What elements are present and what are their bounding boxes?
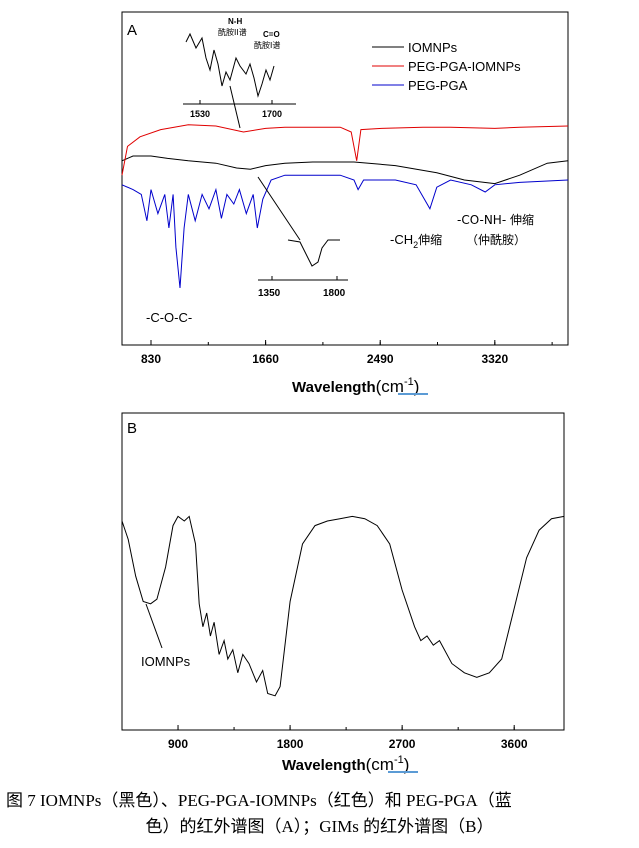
annotation-ch2: -CH [390, 232, 413, 247]
panel-b-label: B [127, 420, 137, 437]
inset-top-tick-label-2: 1700 [262, 109, 282, 119]
figure-caption: 图 7 IOMNPs（黑色）、PEG-PGA-IOMNPs（红色）和 PEG-P… [0, 788, 639, 840]
panel-b-unit: cm [371, 755, 394, 774]
panel-a-series-iomnps [121, 155, 569, 185]
panel-b-xlabel: Wavelength(cm-1) [282, 754, 409, 774]
panel-a-paren-close: ) [414, 377, 420, 396]
panel-b-xlabel-text: Wavelength [282, 757, 366, 774]
panel-b-paren-open: ( [366, 755, 372, 774]
panel-b-unit-exp: -1 [394, 754, 404, 766]
annotation-conh: -CO-NH- 伸缩 [457, 212, 534, 227]
panel-a-plot [121, 124, 569, 289]
panel-a-frame [121, 11, 569, 346]
panel-a-xlabel: Wavelength(cm-1) [292, 376, 419, 396]
inset-bottom-pointer [257, 176, 301, 241]
caption-line-1: 图 7 IOMNPs（黑色）、PEG-PGA-IOMNPs（红色）和 PEG-P… [6, 791, 512, 810]
legend-label-peg-pga-iomnps: PEG-PGA-IOMNPs [408, 59, 521, 74]
annotation-co: C=O [263, 30, 280, 39]
panel-a-xtick-label-2490: 2490 [367, 352, 394, 366]
panel-a-series-peg-pga [121, 174, 569, 289]
panel-a-unit: cm [381, 377, 404, 396]
legend-label-peg-pga: PEG-PGA [408, 78, 468, 93]
panel-a-xtick-label-3320: 3320 [481, 352, 508, 366]
panel-a-paren-open: ( [376, 377, 382, 396]
annotation-coc: -C-O-C- [146, 310, 192, 325]
inset-top-curve [185, 32, 275, 98]
inset-bottom: 1350 1800 [257, 176, 348, 299]
panel-a-xtick-label-1660: 1660 [252, 352, 279, 366]
annotation-ch2-stretch-text: 伸缩 [418, 232, 442, 247]
panel-b-xtick-label-3600: 3600 [501, 737, 528, 751]
inset-top: 1530 1700 N-H 酰胺II谱 C=O 酰胺I谱 [183, 17, 296, 129]
inset-bottom-tick-label-2: 1800 [323, 288, 346, 299]
panel-a-label: A [127, 22, 137, 39]
annotation-nh: N-H [228, 17, 242, 26]
inset-top-tick-label-1: 1530 [190, 109, 210, 119]
annotation-secondary-amide: （仲酰胺） [466, 233, 526, 247]
panel-a-series-peg-pga-iomnps [121, 124, 569, 176]
annotation-ch2-sub: 2 [413, 240, 418, 250]
panel-b-plot [121, 515, 565, 697]
panel-a-legend: IOMNPs PEG-PGA-IOMNPs PEG-PGA [372, 40, 521, 93]
panel-a-unit-exp: -1 [404, 376, 414, 388]
panel-b-ticks: 900 1800 2700 3600 [121, 725, 528, 751]
caption-line-2: 色）的红外谱图（A）；GIMs 的红外谱图（B） [145, 817, 494, 836]
inset-bottom-tick-label-1: 1350 [258, 288, 281, 299]
panel-b-frame [121, 412, 565, 731]
panel-b-series-spectrum [121, 515, 565, 697]
inset-top-pointer [229, 85, 241, 129]
panel-a-ticks: 830 1660 2490 3320 [141, 340, 553, 366]
panel-b-pointer [145, 603, 163, 649]
annotation-ch2-stretch: -CH2伸缩 [390, 232, 442, 250]
panel-a-xlabel-text: Wavelength [292, 379, 376, 396]
panel-b-xtick-label-2700: 2700 [389, 737, 416, 751]
annotation-amide-ii: 酰胺II谱 [218, 27, 247, 37]
panel-a-xtick-label-830: 830 [141, 352, 161, 366]
legend-label-iomnps: IOMNPs [408, 40, 458, 55]
panel-b-xtick-label-1800: 1800 [277, 737, 304, 751]
annotation-amide-i: 酰胺I谱 [254, 40, 280, 50]
inset-bottom-curve [287, 239, 340, 267]
panel-b-xtick-label-900: 900 [168, 737, 188, 751]
panel-b-paren-close: ) [404, 755, 410, 774]
panel-b-annotation-iomnps: IOMNPs [141, 654, 191, 669]
